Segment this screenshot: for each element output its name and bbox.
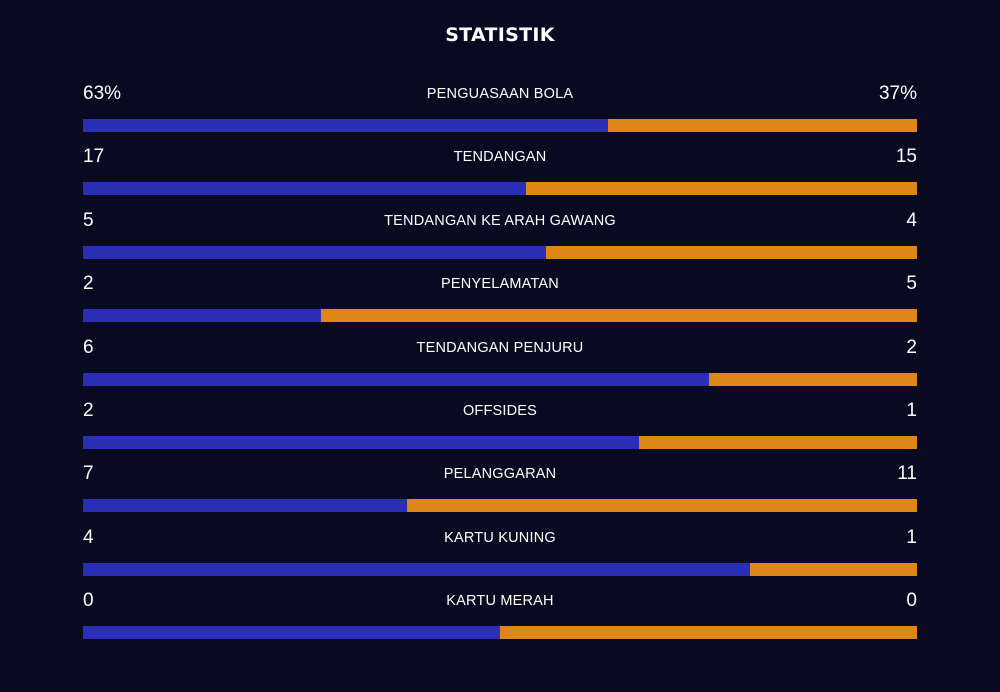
stat-row: 5 TENDANGAN KE ARAH GAWANG 4 <box>83 207 917 270</box>
stat-header: 2 PENYELAMATAN 5 <box>83 270 917 298</box>
stat-label: PELANGGARAN <box>443 466 557 483</box>
home-value: 2 <box>83 273 94 295</box>
stat-header: 0 KARTU MERAH 0 <box>83 587 917 615</box>
home-value: 4 <box>83 526 94 548</box>
stat-label: KARTU KUNING <box>444 529 556 546</box>
away-bar-segment <box>638 435 917 449</box>
stat-bar <box>83 626 917 640</box>
stat-header: 7 PELANGGARAN 11 <box>83 460 917 488</box>
home-bar-segment <box>83 245 547 259</box>
away-bar-segment <box>708 372 917 386</box>
away-bar-segment <box>526 182 917 196</box>
stat-header: 2 OFFSIDES 1 <box>83 397 917 425</box>
away-value: 2 <box>906 336 917 358</box>
stat-label: PENGUASAAN BOLA <box>426 86 574 102</box>
away-value: 37% <box>878 83 917 104</box>
away-value: 15 <box>895 146 917 168</box>
stat-row: 63% PENGUASAAN BOLA 37% <box>83 80 917 143</box>
home-bar-segment <box>83 309 322 323</box>
stat-bar <box>83 499 917 513</box>
away-value: 1 <box>906 526 917 548</box>
stat-bar <box>83 562 917 576</box>
stat-label: TENDANGAN PENJURU <box>416 339 584 356</box>
stat-row: 2 PENYELAMATAN 5 <box>83 270 917 333</box>
home-value: 5 <box>83 209 94 231</box>
stat-label: OFFSIDES <box>462 402 538 419</box>
home-bar-segment <box>83 499 408 513</box>
home-value: 7 <box>83 463 94 485</box>
home-bar-segment <box>83 119 609 132</box>
stats-list: 63% PENGUASAAN BOLA 37% 17 TENDANGAN 15 5 TENDA… <box>83 80 917 651</box>
away-bar-segment <box>608 119 917 132</box>
stat-label: KARTU MERAH <box>446 593 554 610</box>
stat-bar <box>83 309 917 323</box>
home-bar-segment <box>83 435 639 449</box>
stat-bar <box>83 372 917 386</box>
home-value: 2 <box>83 399 94 421</box>
away-bar-segment <box>321 309 917 323</box>
stat-header: 5 TENDANGAN KE ARAH GAWANG 4 <box>83 207 917 235</box>
stat-header: 6 TENDANGAN PENJURU 2 <box>83 334 917 362</box>
stat-row: 17 TENDANGAN 15 <box>83 143 917 206</box>
stat-label: TENDANGAN KE ARAH GAWANG <box>384 212 616 229</box>
stat-header: 4 KARTU KUNING 1 <box>83 524 917 552</box>
stat-row: 0 KARTU MERAH 0 <box>83 587 917 650</box>
stat-bar <box>83 182 917 196</box>
home-value: 63% <box>83 83 122 104</box>
stat-bar <box>83 435 917 449</box>
away-value: 1 <box>906 399 917 421</box>
home-bar-segment <box>83 562 751 576</box>
stat-row: 4 KARTU KUNING 1 <box>83 524 917 587</box>
away-bar-segment <box>500 626 917 640</box>
away-bar-segment <box>407 499 917 513</box>
home-bar-segment <box>83 626 500 640</box>
stat-header: 17 TENDANGAN 15 <box>83 143 917 171</box>
away-bar-segment <box>750 562 917 576</box>
stat-label: PENYELAMATAN <box>441 276 559 293</box>
home-bar-segment <box>83 182 527 196</box>
home-value: 0 <box>83 590 94 612</box>
away-value: 5 <box>906 273 917 295</box>
away-value: 0 <box>906 590 917 612</box>
home-bar-segment <box>83 372 709 386</box>
stat-row: 7 PELANGGARAN 11 <box>83 460 917 523</box>
home-value: 6 <box>83 336 94 358</box>
home-value: 17 <box>83 146 105 168</box>
stat-bar <box>83 245 917 259</box>
away-value: 11 <box>897 463 917 485</box>
stat-label: TENDANGAN <box>453 149 547 166</box>
stat-header: 63% PENGUASAAN BOLA 37% <box>83 80 917 108</box>
stat-bar <box>83 119 917 132</box>
stat-row: 6 TENDANGAN PENJURU 2 <box>83 334 917 397</box>
away-bar-segment <box>546 245 917 259</box>
away-value: 4 <box>906 209 917 231</box>
stat-row: 2 OFFSIDES 1 <box>83 397 917 460</box>
stats-title: STATISTIK <box>445 24 555 46</box>
